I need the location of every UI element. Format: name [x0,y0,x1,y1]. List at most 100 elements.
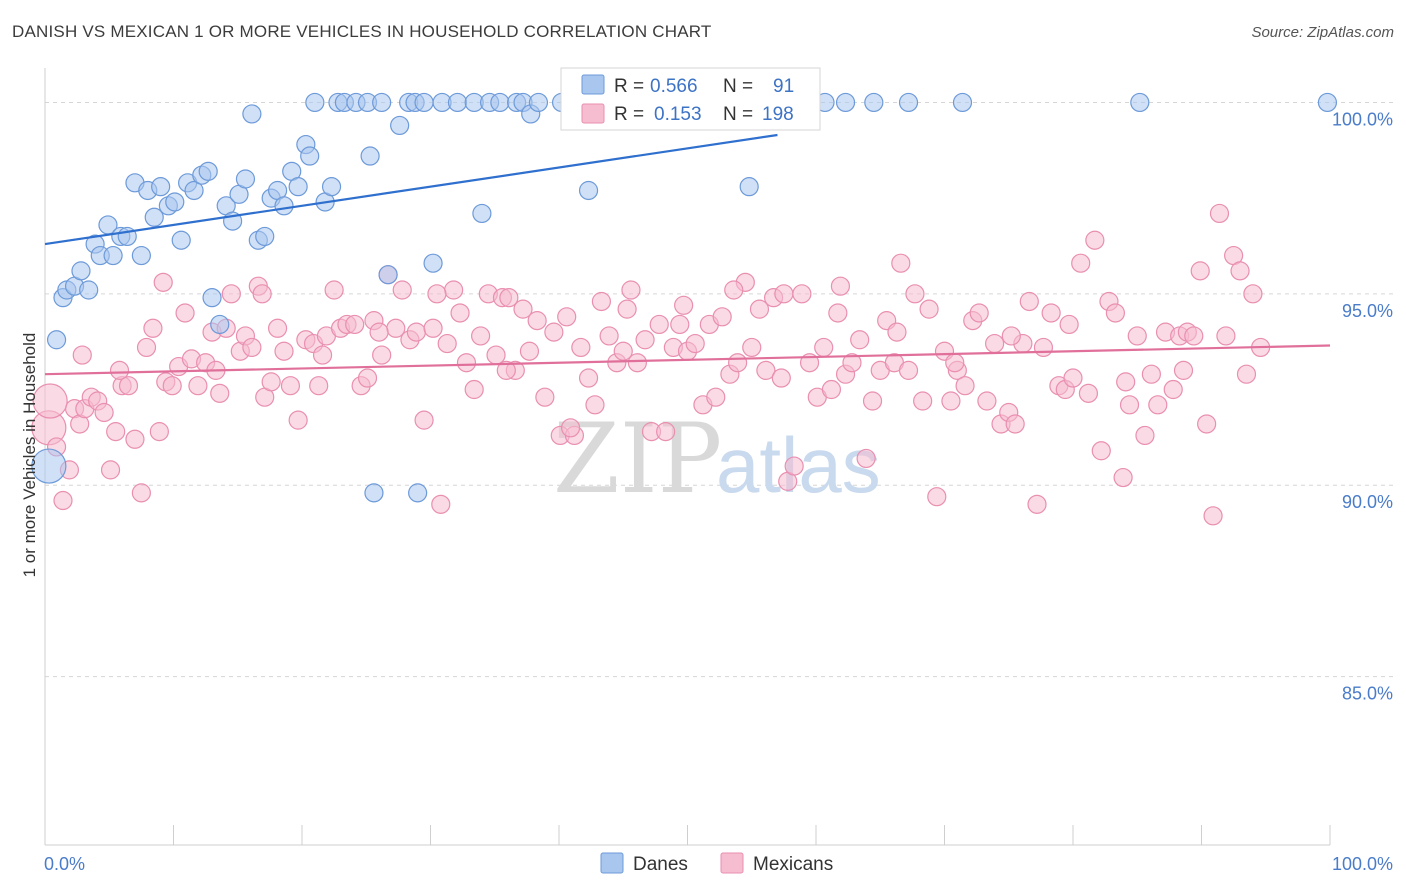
danes-point [490,92,510,113]
mexicans-point [450,303,470,323]
chart-source: Source: ZipAtlas.com [1251,24,1394,41]
mexicans-point [862,391,883,411]
mexicans-point [118,376,139,396]
mexicans-point [856,448,876,469]
mexicans-point [1005,414,1025,434]
mexicans-point [627,353,647,373]
legend-danes-n-label: N = [723,76,753,97]
mexicans-point [221,284,241,304]
mexicans-point [527,311,547,331]
mexicans-point [544,322,564,342]
mexicans-point [1116,372,1136,392]
legend-danes-swatch [581,74,605,95]
mexicans-point [324,280,344,300]
legend-danes-n-value: 91 [773,76,794,97]
mexicans-point [427,284,447,304]
mexicans-point [414,410,434,430]
mexicans-point [280,376,301,396]
mexicans-point [712,307,732,327]
mexicans-point [288,410,308,430]
danes-point [46,330,67,350]
mexicans-point [706,387,726,407]
danes-point [739,177,759,197]
mexicans-point [94,402,114,423]
mexicans-point [898,360,919,380]
mexicans-point [431,494,451,514]
bottom-legend-danes-label: Danes [633,854,688,875]
series-legend: Danes Mexicans [600,852,833,875]
mexicans-point [941,391,961,411]
danes-point [423,253,443,273]
mexicans-point [486,345,506,365]
mexicans-point [557,307,577,327]
mexicans-point [456,353,477,373]
mexicans-point [1119,395,1140,415]
mexicans-point [674,295,694,315]
watermark: ZIP atlas [553,403,881,515]
mexicans-point [635,330,655,350]
mexicans-point [1085,230,1105,250]
danes-point [71,261,91,281]
mexicans-point [1071,253,1091,273]
mexicans-point [756,360,776,380]
danes-point [131,245,151,266]
x-tick-label-min: 0.0% [44,854,85,874]
mexicans-point [109,360,130,380]
mexicans-point [1127,326,1147,346]
danes-point [235,169,256,189]
mexicans-point [471,326,491,346]
mexicans-point [792,284,812,304]
mexicans-point [771,368,791,388]
mexicans-point [617,299,637,319]
danes-point [835,92,856,113]
mexicans-point [309,376,329,396]
mexicans-point [369,322,389,342]
danes-point [305,92,325,113]
watermark-zip: ZIP [553,403,722,515]
mexicans-point [560,418,581,438]
danes-point [300,146,320,166]
danes-point [198,161,218,181]
mexicans-point [1163,379,1183,400]
danes-point [288,177,308,197]
danes-point [151,177,171,197]
mexicans-trend-line [44,344,1331,376]
mexicans-point [72,345,92,365]
mexicans-point [345,314,365,335]
y-tick-label: 90.0% [1342,492,1393,512]
danes-point [103,245,123,266]
mexicans-point [392,280,412,300]
danes-point [1317,92,1338,113]
mexicans-point [267,318,288,338]
mexicans-point [1197,414,1217,434]
mexicans-point [969,303,989,323]
danes-point [372,92,392,113]
danes-point [390,115,410,136]
mexicans-point [685,333,705,354]
mexicans-point [106,422,126,442]
mexicans-point [585,395,605,415]
mexicans-point [905,284,925,304]
mexicans-point [955,376,975,396]
mexicans-point [621,280,641,300]
mexicans-point [728,353,748,373]
mexicans-point [1001,326,1021,346]
mexicans-point [1236,364,1257,384]
mexicans-point [1059,314,1079,335]
mexicans-point [1209,203,1230,224]
y-tick-labels: 85.0% 90.0% 95.0% 100.0% [1332,109,1393,703]
mexicans-point [1141,364,1161,384]
mexicans-point [312,345,333,365]
mexicans-point [149,422,169,442]
mexicans-point [913,391,933,411]
mexicans-point [131,483,151,503]
danes-point [378,265,398,285]
mexicans-point [372,345,392,365]
legend-mexicans-r-value: 0.153 [654,104,702,125]
mexicans-point [1190,261,1210,281]
mexicans-point [162,376,182,396]
trend-lines [44,133,1331,376]
danes-point [864,92,884,113]
mexicans-point [242,337,262,358]
mexicans-point [210,383,230,403]
